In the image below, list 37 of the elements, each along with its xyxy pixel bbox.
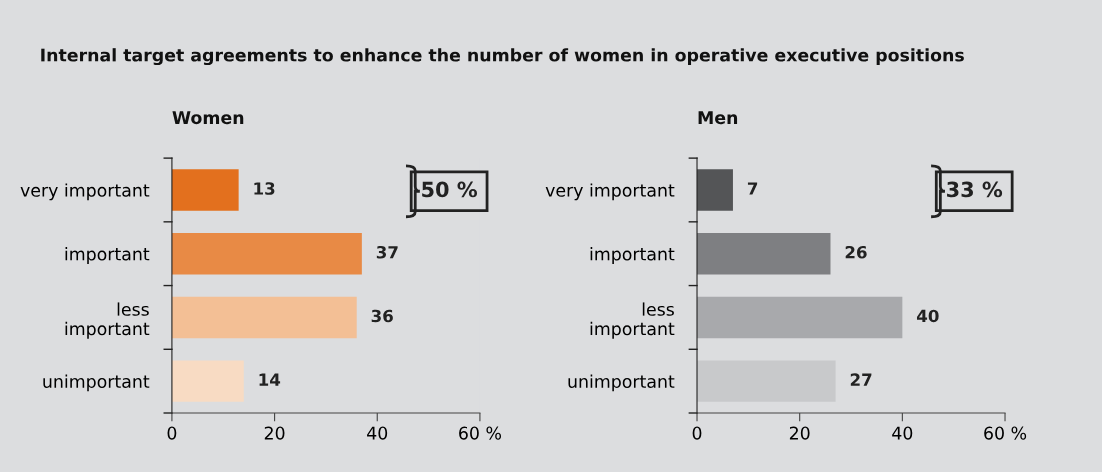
annotation: 50 %	[422, 181, 478, 198]
bar	[697, 360, 836, 402]
data-label: 40	[916, 309, 939, 323]
data-label: 26	[845, 245, 867, 259]
x-tick-label: 20	[789, 426, 810, 440]
annotation: 33 %	[947, 181, 1003, 198]
x-tick-label: 20	[264, 426, 285, 440]
y-tick-label: less important	[65, 302, 150, 339]
bar	[697, 296, 903, 339]
x-tick-label: 40	[892, 426, 913, 440]
bar	[697, 232, 831, 275]
y-tick-label: very important	[545, 183, 675, 201]
chart-subtitle: Men	[698, 111, 738, 125]
data-label: 37	[376, 245, 398, 259]
data-label: 27	[850, 373, 872, 386]
y-tick-label: unimportant	[568, 374, 675, 392]
y-tick-label: very important	[20, 183, 150, 201]
x-tick-label: 0	[692, 426, 702, 440]
chart-subtitle: Women	[172, 111, 244, 125]
x-tick-label: 60 %	[984, 426, 1027, 440]
bar	[171, 232, 362, 275]
data-label: 7	[747, 182, 758, 195]
x-tick-label: 0	[167, 426, 177, 440]
data-label: 14	[259, 373, 281, 386]
y-tick-label: important	[590, 247, 675, 264]
bar	[171, 296, 357, 339]
x-tick-label: 60 %	[459, 426, 502, 440]
y-tick-label: important	[65, 247, 150, 264]
chart-title: Internal target agreements to enhance the number of women in operative executive positions	[41, 48, 964, 66]
data-label: 13	[254, 182, 275, 195]
bar	[171, 360, 244, 402]
bar	[171, 169, 239, 211]
y-tick-label: less important	[590, 302, 675, 339]
x-tick-label: 40	[367, 426, 388, 440]
bar	[697, 169, 733, 211]
data-label: 36	[371, 309, 393, 323]
y-tick-label: unimportant	[43, 374, 150, 392]
